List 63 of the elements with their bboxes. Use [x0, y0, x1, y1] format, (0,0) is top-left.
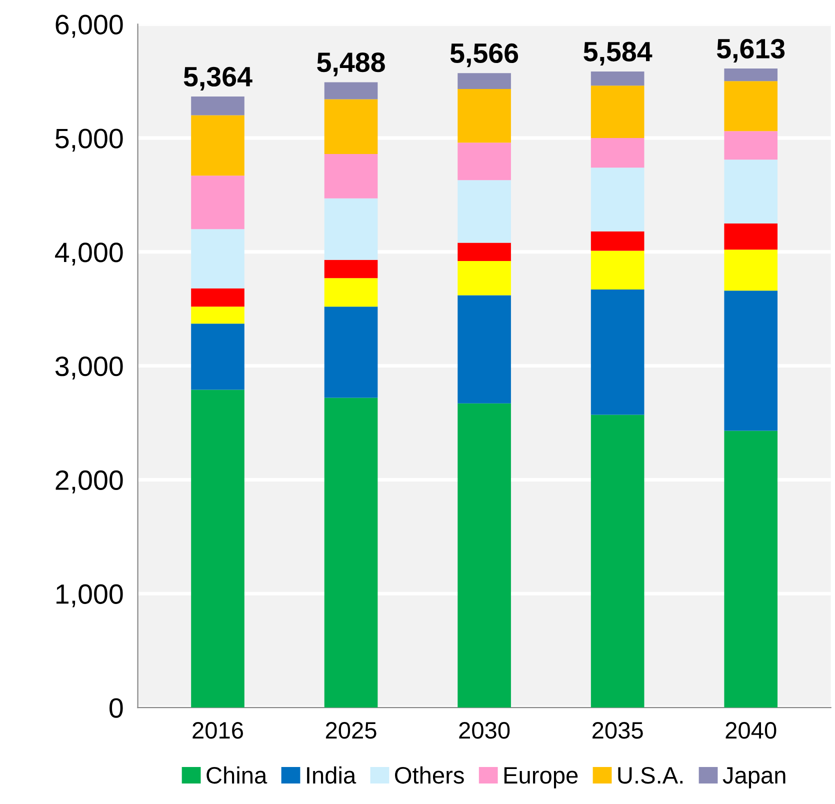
y-tick-label: 2,000: [56, 470, 123, 494]
bar: [724, 81, 778, 132]
x-tick-label: 2035: [592, 722, 643, 739]
bar: [590, 231, 644, 251]
legend-label: India: [307, 766, 356, 784]
legend-label: China: [206, 766, 268, 784]
bar: [324, 198, 378, 260]
bar: [724, 68, 778, 82]
bar: [590, 250, 644, 290]
x-tick-label: 2016: [192, 722, 243, 739]
total-label: 5,364: [184, 66, 252, 91]
x-tick-label: 2025: [326, 722, 376, 739]
y-tick-label: 0: [110, 698, 123, 718]
bar: [590, 72, 644, 86]
x-tick-label: 2030: [459, 722, 510, 739]
bar: [590, 414, 644, 708]
bar: [191, 306, 244, 324]
bar: [590, 86, 644, 138]
bar: [191, 115, 244, 176]
y-tick-label: 5,000: [55, 128, 123, 152]
bar: [191, 229, 244, 288]
bar: [191, 324, 244, 390]
bar: [458, 403, 511, 708]
y-tick-label: 3,000: [55, 356, 123, 380]
bar: [458, 73, 511, 90]
bar: [590, 168, 644, 232]
bar: [191, 390, 244, 708]
total-label: 5,566: [450, 43, 518, 68]
bar: [458, 89, 511, 143]
bar: [324, 398, 378, 708]
y-tick-label: 1,000: [56, 584, 123, 608]
legend-label: U.S.A.: [618, 766, 682, 784]
total-label: 5,488: [317, 52, 385, 76]
legend-label: Europe: [504, 767, 578, 788]
bar: [724, 250, 778, 291]
legend-label: Others: [395, 766, 464, 784]
y-tick-label: 6,000: [56, 14, 123, 38]
bar: [724, 131, 778, 160]
bar: [724, 223, 778, 250]
total-label: 5,613: [716, 38, 785, 63]
bar: [458, 142, 511, 180]
total-label: 5,584: [584, 42, 652, 66]
bar: [724, 430, 778, 708]
legend-label: Japan: [722, 767, 786, 788]
bar: [324, 154, 378, 198]
bar: [724, 290, 778, 431]
y-tick-label: 4,000: [55, 242, 123, 266]
bar: [191, 176, 244, 230]
x-tick-label: 2040: [726, 722, 776, 739]
bar: [458, 261, 511, 296]
bar: [324, 260, 378, 278]
bar: [724, 160, 778, 224]
bar: [324, 306, 378, 398]
bar: [324, 82, 378, 100]
bar: [458, 295, 511, 404]
bar: [191, 288, 244, 307]
bar: [324, 278, 378, 307]
bar: [458, 180, 511, 243]
bar: [590, 290, 644, 415]
bar: [590, 138, 644, 168]
bar: [458, 242, 511, 262]
bar: [191, 96, 244, 116]
bar: [324, 99, 378, 154]
